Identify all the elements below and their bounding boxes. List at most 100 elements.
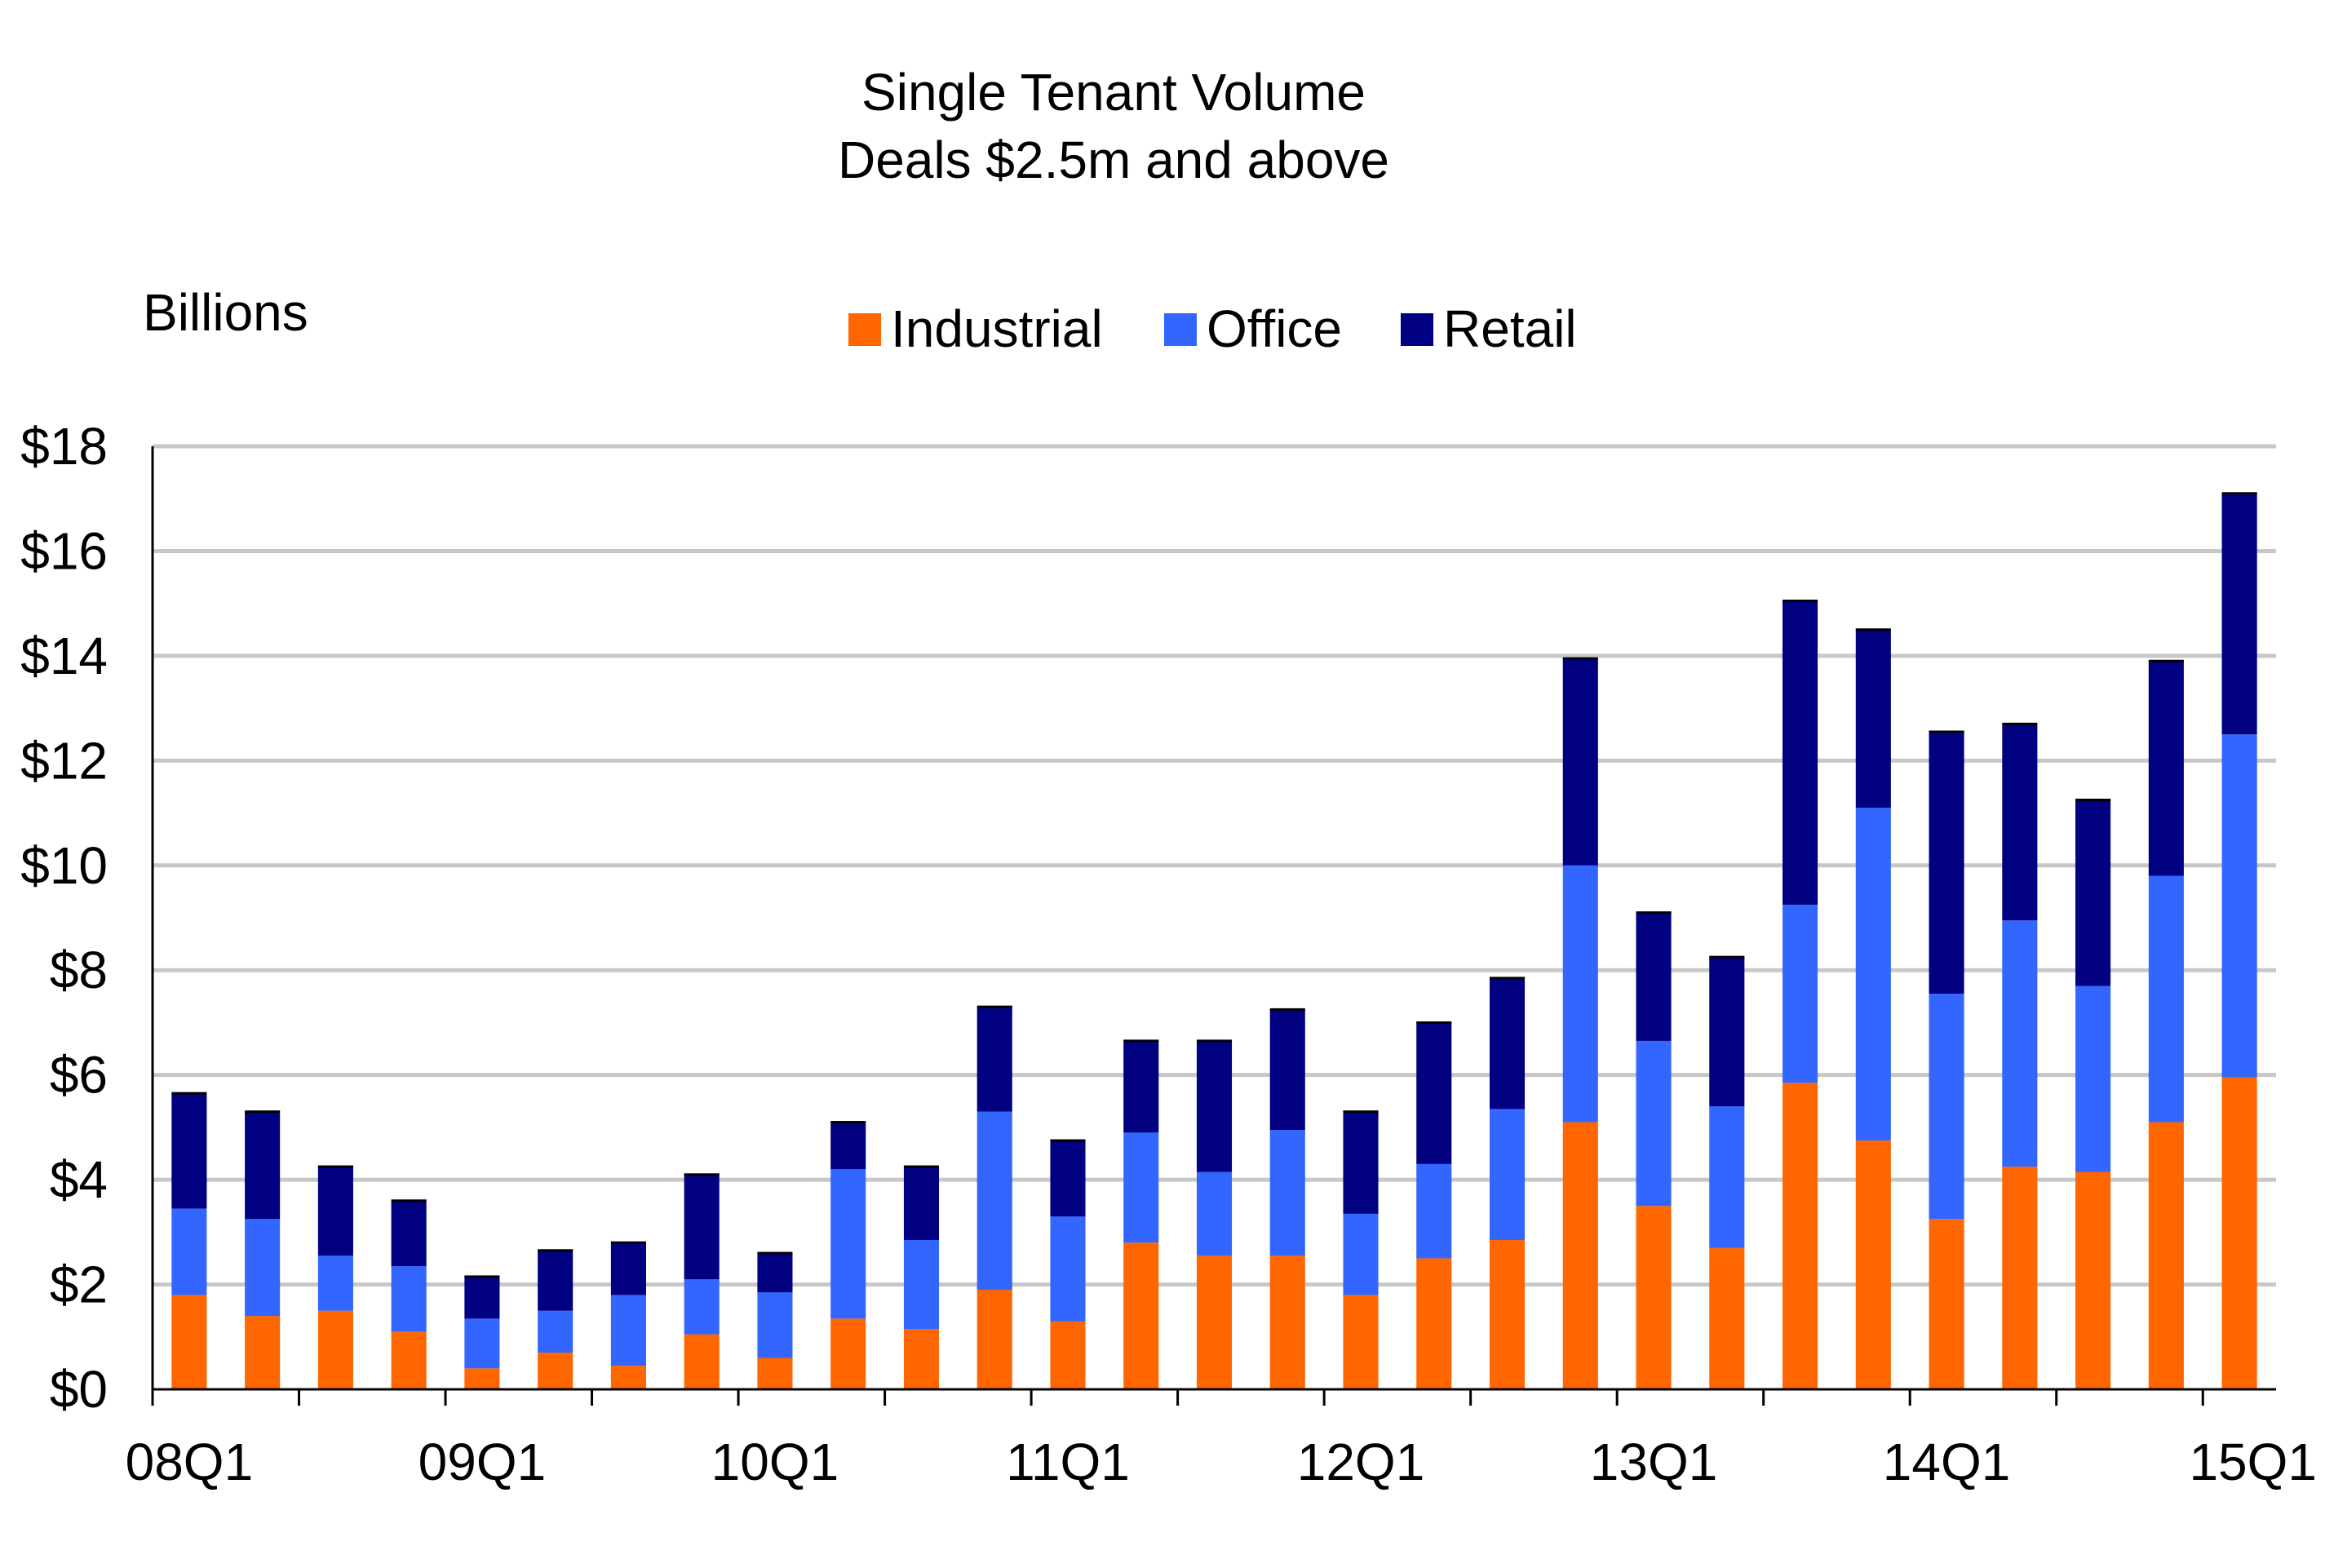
bar-retail-14Q3 (2075, 800, 2111, 986)
bar-retail-13Q3 (1782, 600, 1818, 905)
bar-industrial-14Q3 (2075, 1172, 2111, 1389)
bar-retail-13Q1 (1636, 912, 1672, 1041)
bar-industrial-15Q1 (2221, 1077, 2257, 1389)
bar-retail-12Q1 (1343, 1111, 1379, 1214)
bar-office-09Q3 (610, 1295, 646, 1366)
bar-retail-12Q4 (1562, 658, 1598, 866)
bar-office-14Q3 (2075, 986, 2111, 1172)
bar-office-11Q3 (1196, 1172, 1233, 1256)
gridlines (153, 444, 2276, 1287)
bar-industrial-11Q1 (1050, 1321, 1086, 1389)
bar-office-09Q2 (538, 1310, 574, 1353)
bar-office-11Q1 (1050, 1216, 1086, 1322)
bar-office-08Q1 (171, 1208, 207, 1296)
bar-retail-08Q1 (171, 1093, 207, 1209)
bar-industrial-13Q4 (1855, 1140, 1891, 1389)
bar-industrial-10Q2 (830, 1318, 866, 1389)
y-tick-label: $8 (50, 941, 108, 999)
legend: Industrial Office Retail (848, 299, 1577, 358)
y-tick-label: $12 (20, 731, 108, 790)
x-tick-label: 11Q1 (1006, 1433, 1130, 1491)
bar-industrial-10Q1 (757, 1358, 793, 1389)
bar-office-13Q1 (1636, 1040, 1672, 1207)
bar-office-10Q4 (976, 1111, 1012, 1290)
bar-office-14Q1 (1929, 994, 1964, 1220)
y-tick-label: $6 (50, 1046, 108, 1105)
bar-industrial-12Q1 (1343, 1295, 1379, 1389)
bar-retail-13Q4 (1855, 629, 1891, 808)
bar-office-10Q2 (830, 1169, 866, 1319)
bar-office-12Q1 (1343, 1213, 1379, 1296)
bar-industrial-09Q1 (464, 1368, 500, 1389)
x-tick-label: 12Q1 (1297, 1433, 1425, 1491)
bar-industrial-12Q2 (1416, 1258, 1452, 1389)
x-tick-label: 13Q1 (1590, 1433, 1718, 1491)
bar-retail-13Q2 (1709, 957, 1745, 1107)
bar-retail-09Q4 (684, 1174, 720, 1280)
chart-title: Single Tenant Volume (861, 63, 1366, 122)
x-tick-label: 15Q1 (2189, 1433, 2317, 1491)
bar-retail-15Q1 (2221, 493, 2257, 735)
y-tick-label: $14 (20, 627, 108, 685)
legend-swatch-retail (1401, 313, 1433, 346)
bar-office-13Q4 (1855, 808, 1891, 1141)
bar-office-14Q4 (2148, 875, 2184, 1123)
bar-industrial-08Q1 (171, 1295, 207, 1389)
y-tick-label: $2 (50, 1256, 108, 1314)
chart-subtitle: Deals $2.5m and above (838, 131, 1389, 189)
bar-retail-12Q3 (1489, 977, 1526, 1110)
bar-retail-09Q2 (538, 1250, 574, 1311)
bar-industrial-11Q3 (1196, 1256, 1233, 1389)
bar-retail-08Q2 (245, 1111, 281, 1220)
bar-industrial-14Q4 (2148, 1122, 2184, 1389)
y-tick-label: $18 (20, 417, 108, 476)
bar-retail-09Q1 (464, 1276, 500, 1319)
y-axis-ticks: $0 $2 $4 $6 $8 $10 $12 $14 $16 $18 (20, 417, 108, 1419)
bar-industrial-10Q4 (976, 1289, 1012, 1389)
legend-swatch-industrial (848, 313, 881, 346)
bar-retail-10Q2 (830, 1122, 866, 1170)
y-tick-label: $16 (20, 521, 108, 580)
bar-retail-11Q1 (1050, 1140, 1086, 1217)
x-tick-label: 09Q1 (418, 1433, 547, 1491)
bar-retail-10Q3 (903, 1167, 940, 1240)
y-tick-label: $0 (50, 1360, 108, 1419)
bar-retail-14Q2 (2002, 724, 2038, 921)
bar-office-11Q4 (1269, 1130, 1305, 1256)
bar-retail-14Q4 (2148, 661, 2184, 876)
bar-office-09Q4 (684, 1279, 720, 1335)
bar-industrial-12Q3 (1489, 1239, 1526, 1389)
bar-retail-09Q3 (610, 1242, 646, 1296)
bar-retail-11Q4 (1269, 1009, 1305, 1131)
bar-retail-10Q4 (976, 1007, 1012, 1112)
legend-swatch-office (1164, 313, 1197, 346)
bar-retail-12Q2 (1416, 1022, 1452, 1164)
x-tick-label: 10Q1 (711, 1433, 839, 1491)
legend-label-industrial: Industrial (891, 299, 1103, 358)
bar-office-10Q1 (757, 1292, 793, 1358)
bar-office-08Q2 (245, 1219, 281, 1317)
x-tick-label: 14Q1 (1883, 1433, 2011, 1491)
bar-industrial-13Q2 (1709, 1247, 1745, 1389)
bar-industrial-13Q1 (1636, 1206, 1672, 1389)
y-tick-label: $4 (50, 1150, 108, 1209)
x-axis: 08Q1 09Q1 10Q1 11Q1 12Q1 13Q1 14Q1 15Q1 (126, 446, 2317, 1491)
bar-industrial-11Q2 (1123, 1242, 1159, 1389)
bar-industrial-09Q4 (684, 1334, 720, 1389)
bar-retail-08Q3 (317, 1167, 353, 1256)
bar-office-13Q3 (1782, 904, 1818, 1083)
legend-label-office: Office (1207, 299, 1342, 358)
bar-office-10Q3 (903, 1239, 940, 1330)
bar-industrial-08Q4 (391, 1331, 427, 1389)
bar-industrial-13Q3 (1782, 1083, 1818, 1389)
bar-industrial-14Q2 (2002, 1167, 2038, 1389)
bars (171, 492, 2257, 1389)
bar-office-11Q2 (1123, 1132, 1159, 1243)
bar-office-09Q1 (464, 1318, 500, 1369)
bar-office-08Q4 (391, 1266, 427, 1332)
bar-industrial-12Q4 (1562, 1122, 1598, 1389)
bar-office-15Q1 (2221, 734, 2257, 1078)
bar-industrial-08Q2 (245, 1316, 281, 1389)
bar-industrial-10Q3 (903, 1329, 940, 1389)
